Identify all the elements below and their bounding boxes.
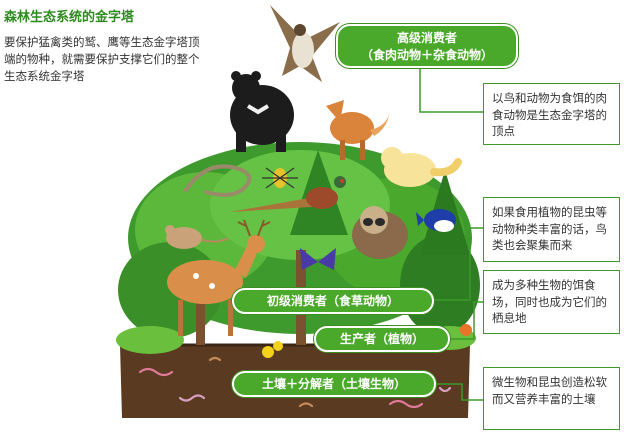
- marten: [381, 147, 462, 187]
- butterfly: [300, 248, 336, 270]
- note-soil: 微生物和昆虫创造松软而又营养丰富的土壤: [483, 367, 620, 430]
- producer-label: 生产者（植物）: [314, 326, 450, 352]
- eagle: [270, 5, 340, 82]
- soil-decomposer-label: 土壤＋分解者（土壤生物）: [232, 371, 436, 397]
- top-consumer-subtitle: （食肉动物＋杂食动物）: [360, 48, 493, 62]
- deer: [167, 219, 271, 336]
- intro-text: 要保护猛禽类的鹫、鹰等生态金字塔顶端的物种，就需要保护支撑它们的整个生态系统金字…: [4, 35, 200, 83]
- mouse: [165, 225, 229, 249]
- page-title: 森林生态系统的金字塔: [4, 10, 135, 25]
- connector-lines: [419, 68, 483, 401]
- bear: [230, 71, 294, 152]
- note-birds: 如果食用植物的昆虫等动物种类丰富的话，鸟类也会聚集而来: [483, 197, 620, 262]
- raccoon-dog: [352, 206, 408, 259]
- blue-bird: [416, 209, 456, 232]
- snake: [184, 164, 252, 197]
- primary-consumer-label: 初级消费者（食草动物）: [232, 288, 434, 314]
- soil-worms: [138, 356, 452, 409]
- pheasant: [230, 176, 346, 212]
- top-consumer-label: 高级消费者 （食肉动物＋杂食动物）: [336, 24, 518, 68]
- fox: [326, 100, 390, 160]
- note-plants: 成为多种生物的饵食场，同时也成为它们的栖息地: [483, 270, 620, 334]
- note-top-predators: 以鸟和动物为食饵的肉食动物是生态金字塔的顶点: [483, 83, 620, 145]
- spider: [262, 167, 298, 189]
- top-consumer-title: 高级消费者: [396, 31, 457, 45]
